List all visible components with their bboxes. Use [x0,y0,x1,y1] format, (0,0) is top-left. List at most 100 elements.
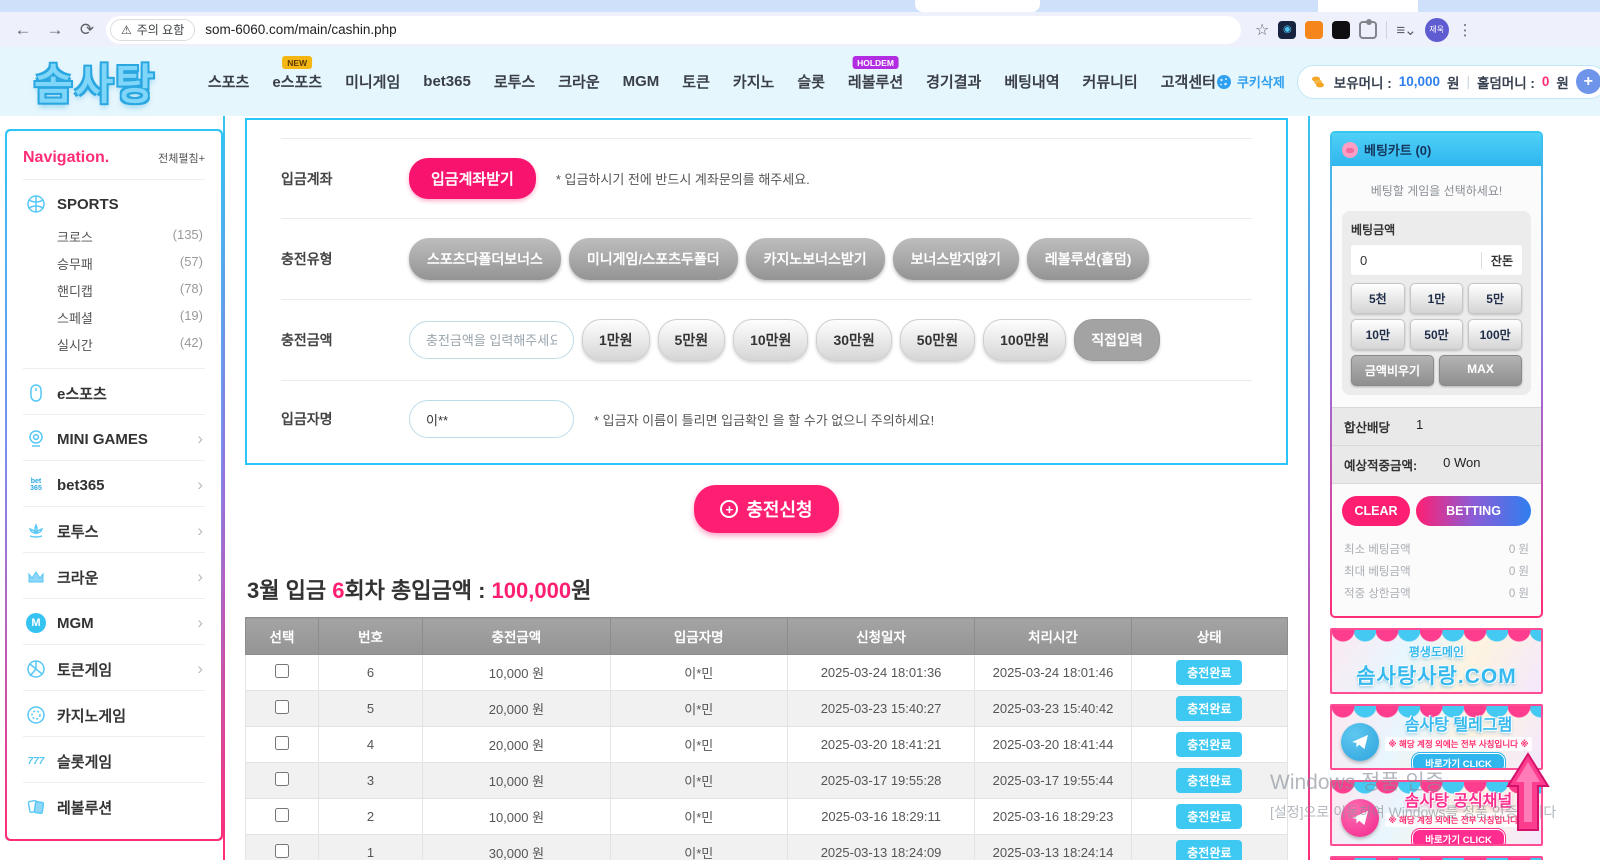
cookie-clear-button[interactable]: 쿠키삭제 [1216,72,1285,91]
banner-cta-button[interactable]: 바로가기 CLICK [1412,753,1505,768]
status-badge[interactable]: 충전완료 [1176,732,1243,757]
nav-sports[interactable]: 스포츠 [207,74,250,91]
nav-revolution[interactable]: HOLDEM 레볼루션 [848,56,903,92]
url-text[interactable]: som-6060.com/main/cashin.php [205,22,397,37]
sidebar-item-special[interactable]: 스페셜 (19) [57,304,203,331]
expand-all-button[interactable]: 전체펼침+ [158,153,205,165]
charge-request-button[interactable]: + 충전신청 [694,485,839,533]
status-badge[interactable]: 충전완료 [1176,660,1243,685]
get-deposit-account-button[interactable]: 입금계좌받기 [409,158,536,199]
sidebar-item-esports[interactable]: e스포츠 [25,382,203,404]
bonus-option-sports-multi[interactable]: 스포츠다폴더보너스 [409,238,561,280]
sidebar-item-crown[interactable]: 크라운 › [25,566,203,588]
charge-amount-input[interactable] [409,321,574,359]
amount-500k-button[interactable]: 50만원 [899,319,976,361]
nav-minigame[interactable]: 미니게임 [345,74,401,91]
status-badge[interactable]: 충전완료 [1176,768,1243,793]
preset-5000-button[interactable]: 5천 [1351,283,1405,314]
banner-scallop [1332,782,1541,794]
nav-mgm[interactable]: MGM [622,73,660,90]
status-badge[interactable]: 충전완료 [1176,804,1243,829]
bonus-option-none[interactable]: 보너스받지않기 [892,238,1019,280]
sidebar-item-minigames[interactable]: MINI GAMES › [25,428,203,450]
cart-betting-button[interactable]: BETTING [1416,496,1531,526]
cart-clear-button[interactable]: CLEAR [1342,496,1410,526]
preset-500000-button[interactable]: 50만 [1409,319,1464,350]
extensions-puzzle-icon[interactable] [1359,18,1378,39]
nav-community[interactable]: 커뮤니티 [1082,74,1138,91]
extension-icon-1[interactable]: ◉ [1278,20,1297,39]
banner-official-channel[interactable]: 솜사탕 공식채널 ※ 해당 계정 외에는 전부 사칭입니다 ※ 바로가기 CLI… [1330,780,1543,846]
row-checkbox[interactable] [274,664,289,678]
back-icon[interactable]: ← [14,19,32,39]
status-badge[interactable]: 충전완료 [1176,696,1243,721]
nav-esports[interactable]: NEW e스포츠 [272,56,322,92]
nav-crown[interactable]: 크라운 [558,74,600,91]
sidebar-item-tokengame[interactable]: 토큰게임 › [25,658,203,680]
row-checkbox[interactable] [274,844,289,858]
nav-results[interactable]: 경기결과 [926,74,982,91]
sidebar-item-bet365[interactable]: bet 365 bet365 › [25,474,203,496]
status-badge[interactable]: 충전완료 [1176,840,1243,860]
address-bar[interactable]: ⚠ 주의 요함 som-6060.com/main/cashin.php [106,15,1241,44]
amount-100k-button[interactable]: 10만원 [733,319,809,361]
browser-menu-icon[interactable]: ⋮ [1457,21,1473,39]
row-checkbox[interactable] [274,772,289,786]
preset-50000-button[interactable]: 5만 [1468,283,1522,314]
site-warning-badge[interactable]: ⚠ 주의 요함 [110,18,196,41]
bookmark-star-icon[interactable]: ☆ [1255,21,1270,39]
preset-10000-button[interactable]: 1만 [1409,283,1464,314]
table-row: 3 10,000 원 이*민 2025-03-17 19:55:28 2025-… [245,762,1289,799]
max-button[interactable]: MAX [1439,355,1522,386]
nav-token[interactable]: 토큰 [682,74,710,91]
sidebar-item-cross[interactable]: 크로스 (135) [57,223,203,250]
sidebar-item-wdl[interactable]: 승무패 (57) [57,250,203,277]
sidebar-item-revolution[interactable]: 레볼루션 [25,796,203,818]
bet-amount-input[interactable]: 0 잔돈 [1351,245,1522,275]
sidebar-item-mgm[interactable]: M MGM › [25,612,203,634]
banner-telegram[interactable]: 솜사탕 텔레그램 ※ 해당 계정 외에는 전부 사칭입니다 ※ 바로가기 CLI… [1330,704,1543,770]
sidebar-item-handicap[interactable]: 핸디캡 (78) [57,277,203,304]
forward-icon[interactable]: → [46,19,64,39]
browser-profile-avatar[interactable]: 재욱 [1424,17,1449,42]
table-row: 2 10,000 원 이*민 2025-03-16 18:29:11 2025-… [245,798,1289,835]
amount-50k-button[interactable]: 5만원 [657,319,726,361]
bonus-option-casino[interactable]: 카지노보너스받기 [745,238,885,280]
add-money-button[interactable]: + [1575,69,1600,94]
bonus-option-revolution[interactable]: 레볼루션(홀덤) [1026,238,1150,280]
extension-icon-metamask[interactable] [1305,20,1324,39]
nav-bet365[interactable]: bet365 [423,73,471,90]
depositor-name-input[interactable] [409,400,574,438]
scroll-to-top-arrow[interactable] [1506,752,1550,832]
clear-amount-button[interactable]: 금액비우기 [1351,355,1434,386]
preset-100000-button[interactable]: 10만 [1351,319,1405,350]
bonus-option-mini-double[interactable]: 미니게임/스포츠두폴더 [568,238,738,280]
nav-support[interactable]: 고객센터 [1160,74,1216,91]
row-checkbox[interactable] [274,700,289,714]
sidebar-item-lotus[interactable]: 로투스 › [25,520,203,542]
nav-lotus[interactable]: 로투스 [493,74,536,91]
reload-icon[interactable]: ⟳ [79,19,95,39]
amount-1m-button[interactable]: 100만원 [983,319,1067,361]
row-checkbox[interactable] [274,808,289,822]
small-change-button[interactable]: 잔돈 [1480,251,1513,269]
extension-icon-3[interactable] [1332,20,1351,39]
sidebar-item-casinogame[interactable]: 카지노게임 [25,704,203,726]
amount-direct-button[interactable]: 직접입력 [1074,319,1160,361]
row-checkbox[interactable] [274,736,289,750]
sidebar-item-sports[interactable]: SPORTS [25,193,203,215]
amount-300k-button[interactable]: 30만원 [816,319,892,361]
banner-kakaotalk[interactable]: TALK 솜사탕 카카오톡 ※ 해당 계정 외에는 전부 사칭입니다 ※ [1330,856,1543,860]
sidebar-item-live[interactable]: 실시간 (42) [57,331,203,358]
nav-casino[interactable]: 카지노 [732,74,775,91]
menu-label: MGM [57,614,94,632]
banner-domain[interactable]: 평생도메인 솜사탕사랑.COM [1330,628,1543,694]
nav-slot[interactable]: 슬롯 [797,74,825,91]
preset-1000000-button[interactable]: 100만 [1468,319,1522,350]
banner-cta-button[interactable]: 바로가기 CLICK [1412,829,1505,844]
nav-bet-history[interactable]: 베팅내역 [1004,74,1060,91]
sidebar-item-slotgame[interactable]: 777 슬롯게임 [25,750,203,772]
tab-list-icon[interactable]: ≡⌄ [1396,21,1416,39]
site-logo[interactable]: 솜사탕 [34,61,156,108]
amount-10k-button[interactable]: 1만원 [582,319,650,361]
